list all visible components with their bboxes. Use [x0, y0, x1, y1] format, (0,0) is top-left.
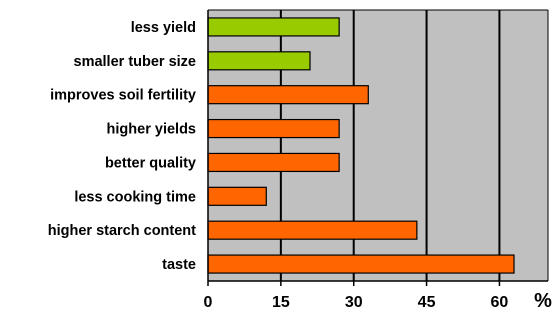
- bar: [207, 17, 340, 37]
- bar: [207, 85, 369, 105]
- bar: [207, 186, 267, 206]
- bar: [207, 152, 340, 173]
- category-label: less yield: [131, 20, 196, 36]
- x-tick-label: 15: [272, 294, 290, 311]
- plot-area: [208, 10, 548, 281]
- x-axis-unit-label: %: [534, 290, 552, 312]
- x-tick-label: 30: [345, 294, 363, 311]
- bar: [207, 118, 340, 139]
- category-label: better quality: [105, 155, 196, 171]
- category-labels: less yield smaller tuber size improves soi…: [48, 20, 196, 273]
- category-label: improves soil fertility: [50, 88, 196, 104]
- category-label: higher starch content: [48, 223, 196, 239]
- bar: [207, 254, 515, 274]
- x-tick-labels: 0 15 30 45 60: [204, 281, 509, 311]
- bar: [207, 220, 418, 240]
- x-tick-label: 60: [491, 294, 509, 311]
- x-tick-label: 0: [204, 294, 213, 311]
- category-label: smaller tuber size: [74, 54, 197, 70]
- category-label: less cooking time: [74, 189, 196, 205]
- category-label: higher yields: [107, 122, 196, 138]
- category-label: taste: [162, 257, 196, 273]
- bars: [207, 17, 515, 274]
- x-tick-label: 45: [418, 294, 436, 311]
- bar: [207, 51, 311, 71]
